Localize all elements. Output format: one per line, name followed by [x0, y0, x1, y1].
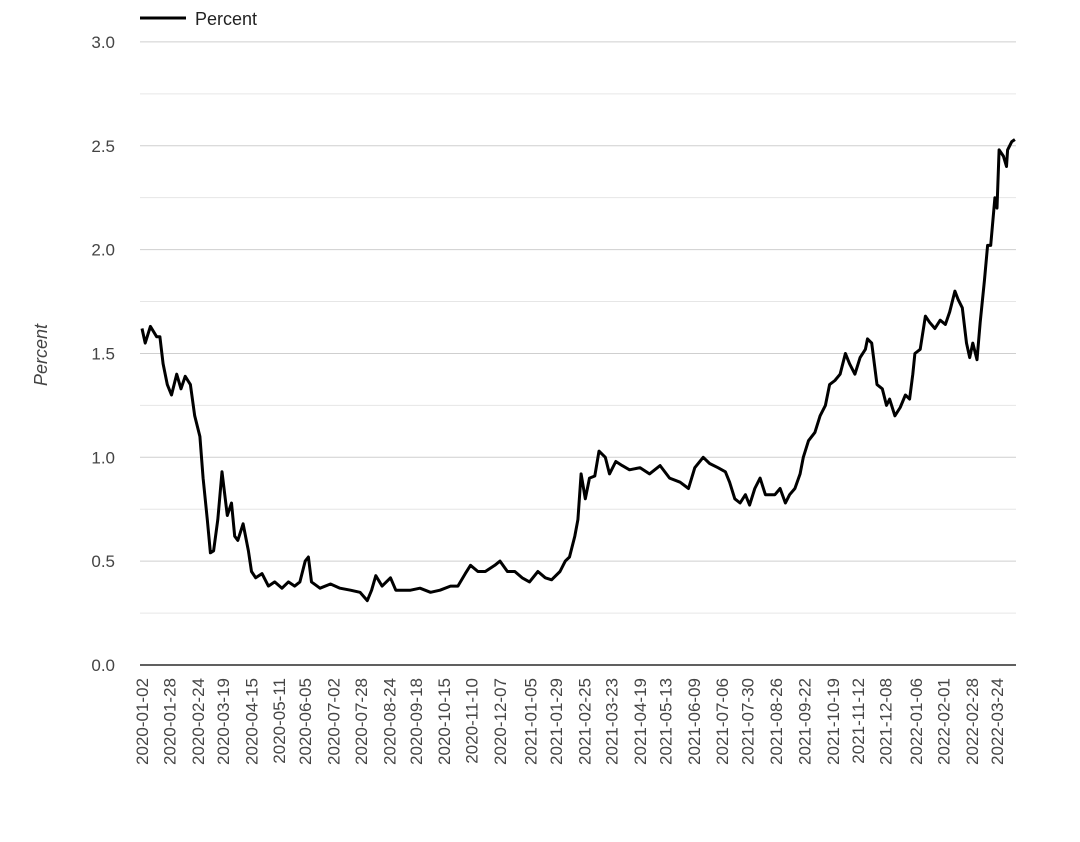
x-tick-label: 2021-09-22	[795, 678, 814, 765]
x-tick-label: 2021-08-26	[767, 678, 786, 765]
x-tick-label: 2020-12-07	[491, 678, 510, 765]
x-tick-label: 2022-02-28	[963, 678, 982, 765]
x-tick-label: 2022-01-06	[907, 678, 926, 765]
x-tick-label: 2020-10-15	[435, 678, 454, 765]
x-tick-label: 2021-01-05	[522, 678, 541, 765]
y-tick-label: 0.5	[91, 552, 115, 571]
x-tick-label: 2020-01-02	[133, 678, 152, 765]
x-tick-label: 2020-11-10	[463, 678, 482, 764]
x-tick-label: 2021-05-13	[656, 678, 675, 765]
x-tick-label: 2020-03-19	[214, 678, 233, 765]
series-line-percent	[140, 138, 1016, 603]
x-tick-label: 2020-05-11	[270, 678, 289, 764]
x-tick-label: 2022-03-24	[988, 678, 1007, 765]
x-tick-label: 2021-04-19	[631, 678, 650, 765]
legend: Percent	[140, 9, 257, 29]
y-tick-label: 0.0	[91, 656, 115, 675]
x-tick-label: 2021-07-06	[713, 678, 732, 765]
x-tick-label: 2021-10-19	[824, 678, 843, 765]
x-tick-label: 2022-02-01	[934, 678, 953, 765]
x-tick-label: 2020-07-02	[325, 678, 344, 765]
x-tick-label: 2021-06-09	[685, 678, 704, 765]
x-tick-label: 2021-02-25	[575, 678, 594, 765]
y-tick-label: 2.0	[91, 241, 115, 260]
gridlines	[140, 41, 1016, 614]
x-tick-label: 2020-01-28	[160, 678, 179, 765]
y-axis-ticks: 0.0 0.5 1.0 1.5 2.0 2.5 3.0	[91, 33, 115, 675]
x-tick-label: 2020-08-24	[380, 678, 399, 765]
y-axis-title: Percent	[31, 323, 51, 386]
x-tick-label: 2020-06-05	[296, 678, 315, 765]
x-tick-label: 2021-07-30	[738, 678, 757, 765]
y-tick-label: 3.0	[91, 33, 115, 52]
y-tick-label: 1.0	[91, 448, 115, 467]
x-tick-label: 2021-01-29	[547, 678, 566, 765]
x-tick-label: 2021-11-12	[849, 678, 868, 764]
x-tick-label: 2020-02-24	[189, 678, 208, 765]
x-tick-label: 2020-04-15	[243, 678, 262, 765]
x-tick-label: 2020-07-28	[352, 678, 371, 765]
y-tick-label: 2.5	[91, 137, 115, 156]
x-tick-label: 2021-03-23	[603, 678, 622, 765]
x-axis-ticks: 2020-01-02 2020-01-28 2020-02-24 2020-03-19…	[133, 678, 1007, 765]
x-tick-label: 2021-12-08	[876, 678, 895, 765]
legend-label: Percent	[195, 9, 257, 29]
y-tick-label: 1.5	[91, 344, 115, 363]
x-tick-label: 2020-09-18	[407, 678, 426, 765]
